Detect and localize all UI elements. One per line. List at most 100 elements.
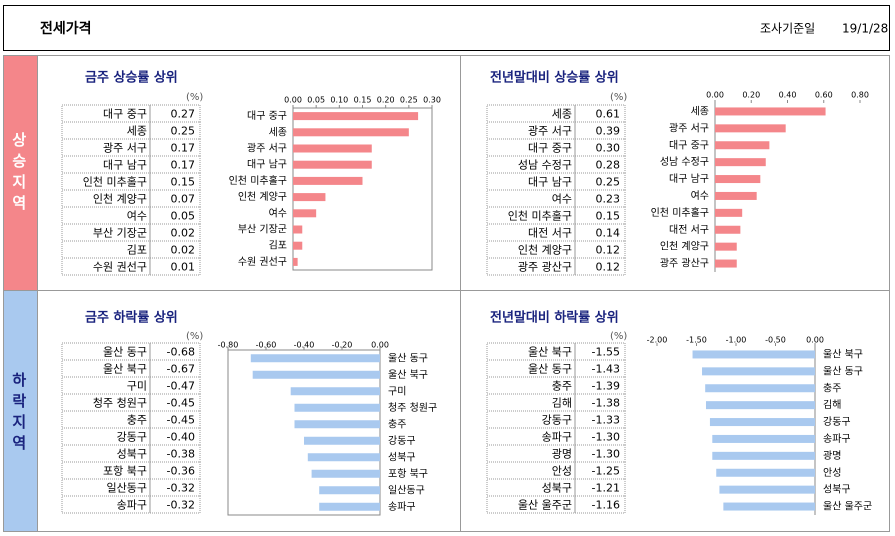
- category-label: 수원 권선구: [238, 256, 287, 268]
- category-label: 세종: [269, 126, 287, 138]
- bar: [293, 112, 419, 121]
- table-name: 울산 동구: [528, 363, 572, 376]
- category-label: 성북구: [823, 484, 851, 496]
- category-label: 대구 중구: [669, 139, 709, 151]
- category-label: 구미: [388, 385, 406, 397]
- bar: [715, 259, 737, 268]
- x-tick-label: 0.00: [706, 91, 724, 100]
- table-name: 대구 중구: [528, 142, 572, 155]
- table-value: 0.23: [596, 193, 621, 206]
- x-tick-label: -1.50: [686, 336, 707, 345]
- table-name: 강동구: [117, 431, 147, 444]
- bar: [293, 225, 303, 234]
- table-cell: [149, 495, 201, 514]
- x-tick-label: 0.20: [742, 91, 760, 100]
- table-name: 수원 권선구: [93, 261, 147, 274]
- x-tick-label: -0.20: [332, 341, 353, 350]
- table-value: -1.43: [592, 363, 620, 376]
- bar: [705, 401, 815, 410]
- table-name: 충주: [552, 380, 572, 393]
- table-cell: [61, 257, 151, 276]
- category-label: 울산 북구: [823, 348, 863, 360]
- section-label: 상승지역: [12, 131, 27, 212]
- category-label: 성남 수정구: [660, 156, 709, 168]
- x-tick-label: 0.40: [779, 91, 797, 100]
- x-tick-label: 0.10: [330, 96, 348, 105]
- table-value: 0.02: [171, 244, 196, 257]
- table-value: -0.68: [167, 346, 195, 359]
- table-name: 일산동구: [107, 481, 147, 495]
- category-label: 광주 서구: [247, 143, 287, 155]
- table-cell: [486, 257, 576, 276]
- category-label: 대구 중구: [247, 110, 287, 122]
- fall-sidebar: [3, 290, 38, 532]
- unit-label: (%): [610, 92, 627, 103]
- table-value: -1.39: [592, 380, 620, 393]
- x-tick-label: 0.00: [284, 96, 302, 105]
- bar: [293, 176, 363, 185]
- table-cell: [574, 257, 626, 276]
- bar: [719, 485, 815, 494]
- category-label: 김포: [269, 240, 287, 252]
- category-label: 대구 남구: [247, 159, 287, 171]
- table-name: 광주 서구: [528, 125, 572, 138]
- unit-label: (%): [186, 331, 203, 342]
- bar: [293, 241, 303, 250]
- table-value: 0.01: [171, 261, 196, 274]
- table-name: 울산 울주군: [518, 499, 572, 512]
- bar: [712, 434, 815, 443]
- table-value: 0.17: [171, 142, 196, 155]
- x-tick-label: 0.05: [307, 96, 325, 105]
- category-label: 안성: [823, 467, 841, 479]
- table-name: 대전 서구: [528, 227, 572, 240]
- bar: [293, 209, 317, 218]
- bar: [709, 418, 815, 427]
- table-value: -1.25: [592, 465, 620, 478]
- bar: [250, 354, 380, 363]
- table-value: 0.17: [171, 159, 196, 172]
- table-name: 구미: [127, 380, 147, 393]
- table-name: 포항 북구: [103, 465, 147, 478]
- category-label: 송파구: [388, 501, 416, 513]
- page-title: 전세가격: [40, 20, 92, 37]
- table-name: 청주 청원구: [93, 397, 147, 410]
- table-name: 인천 미추홀구: [83, 175, 147, 189]
- table-value: -0.45: [167, 397, 195, 410]
- table-value: 0.02: [171, 227, 196, 240]
- bar: [716, 468, 815, 477]
- bar: [715, 175, 761, 184]
- table-value: -1.21: [592, 482, 620, 495]
- bar: [290, 387, 380, 396]
- table-name: 김포: [127, 244, 147, 257]
- date-label: 조사기준일: [760, 22, 815, 36]
- table-value: 0.28: [596, 159, 621, 172]
- bar: [715, 191, 757, 200]
- table-name: 울산 동구: [103, 346, 147, 359]
- category-label: 성북구: [388, 451, 416, 463]
- table-name: 대구 남구: [528, 176, 572, 189]
- x-tick-label: 0.20: [377, 96, 395, 105]
- bar: [293, 160, 372, 169]
- category-label: 울산 동구: [388, 352, 428, 364]
- unit-label: (%): [610, 331, 627, 342]
- table-name: 송파구: [542, 431, 572, 444]
- x-tick-label: 0.60: [815, 91, 833, 100]
- category-label: 충주: [388, 418, 406, 430]
- bar: [293, 128, 409, 137]
- category-label: 일산동구: [388, 484, 425, 496]
- category-label: 포항 북구: [388, 468, 428, 480]
- bar: [304, 436, 380, 445]
- x-tick-label: -1.00: [726, 336, 747, 345]
- category-label: 광주 광산구: [660, 258, 709, 270]
- table-value: -0.47: [167, 380, 195, 393]
- x-tick-label: -2.00: [647, 336, 668, 345]
- table-name: 대구 남구: [103, 159, 147, 172]
- category-label: 강동구: [823, 416, 851, 428]
- table-value: -0.32: [167, 482, 195, 495]
- category-label: 인천 계양구: [238, 191, 287, 203]
- table-value: 0.15: [596, 210, 621, 223]
- table-name: 인천 미추홀구: [508, 209, 572, 223]
- table-name: 인천 계양구: [93, 192, 147, 206]
- category-label: 인천 계양구: [660, 241, 709, 253]
- x-tick-label: 0.00: [806, 336, 824, 345]
